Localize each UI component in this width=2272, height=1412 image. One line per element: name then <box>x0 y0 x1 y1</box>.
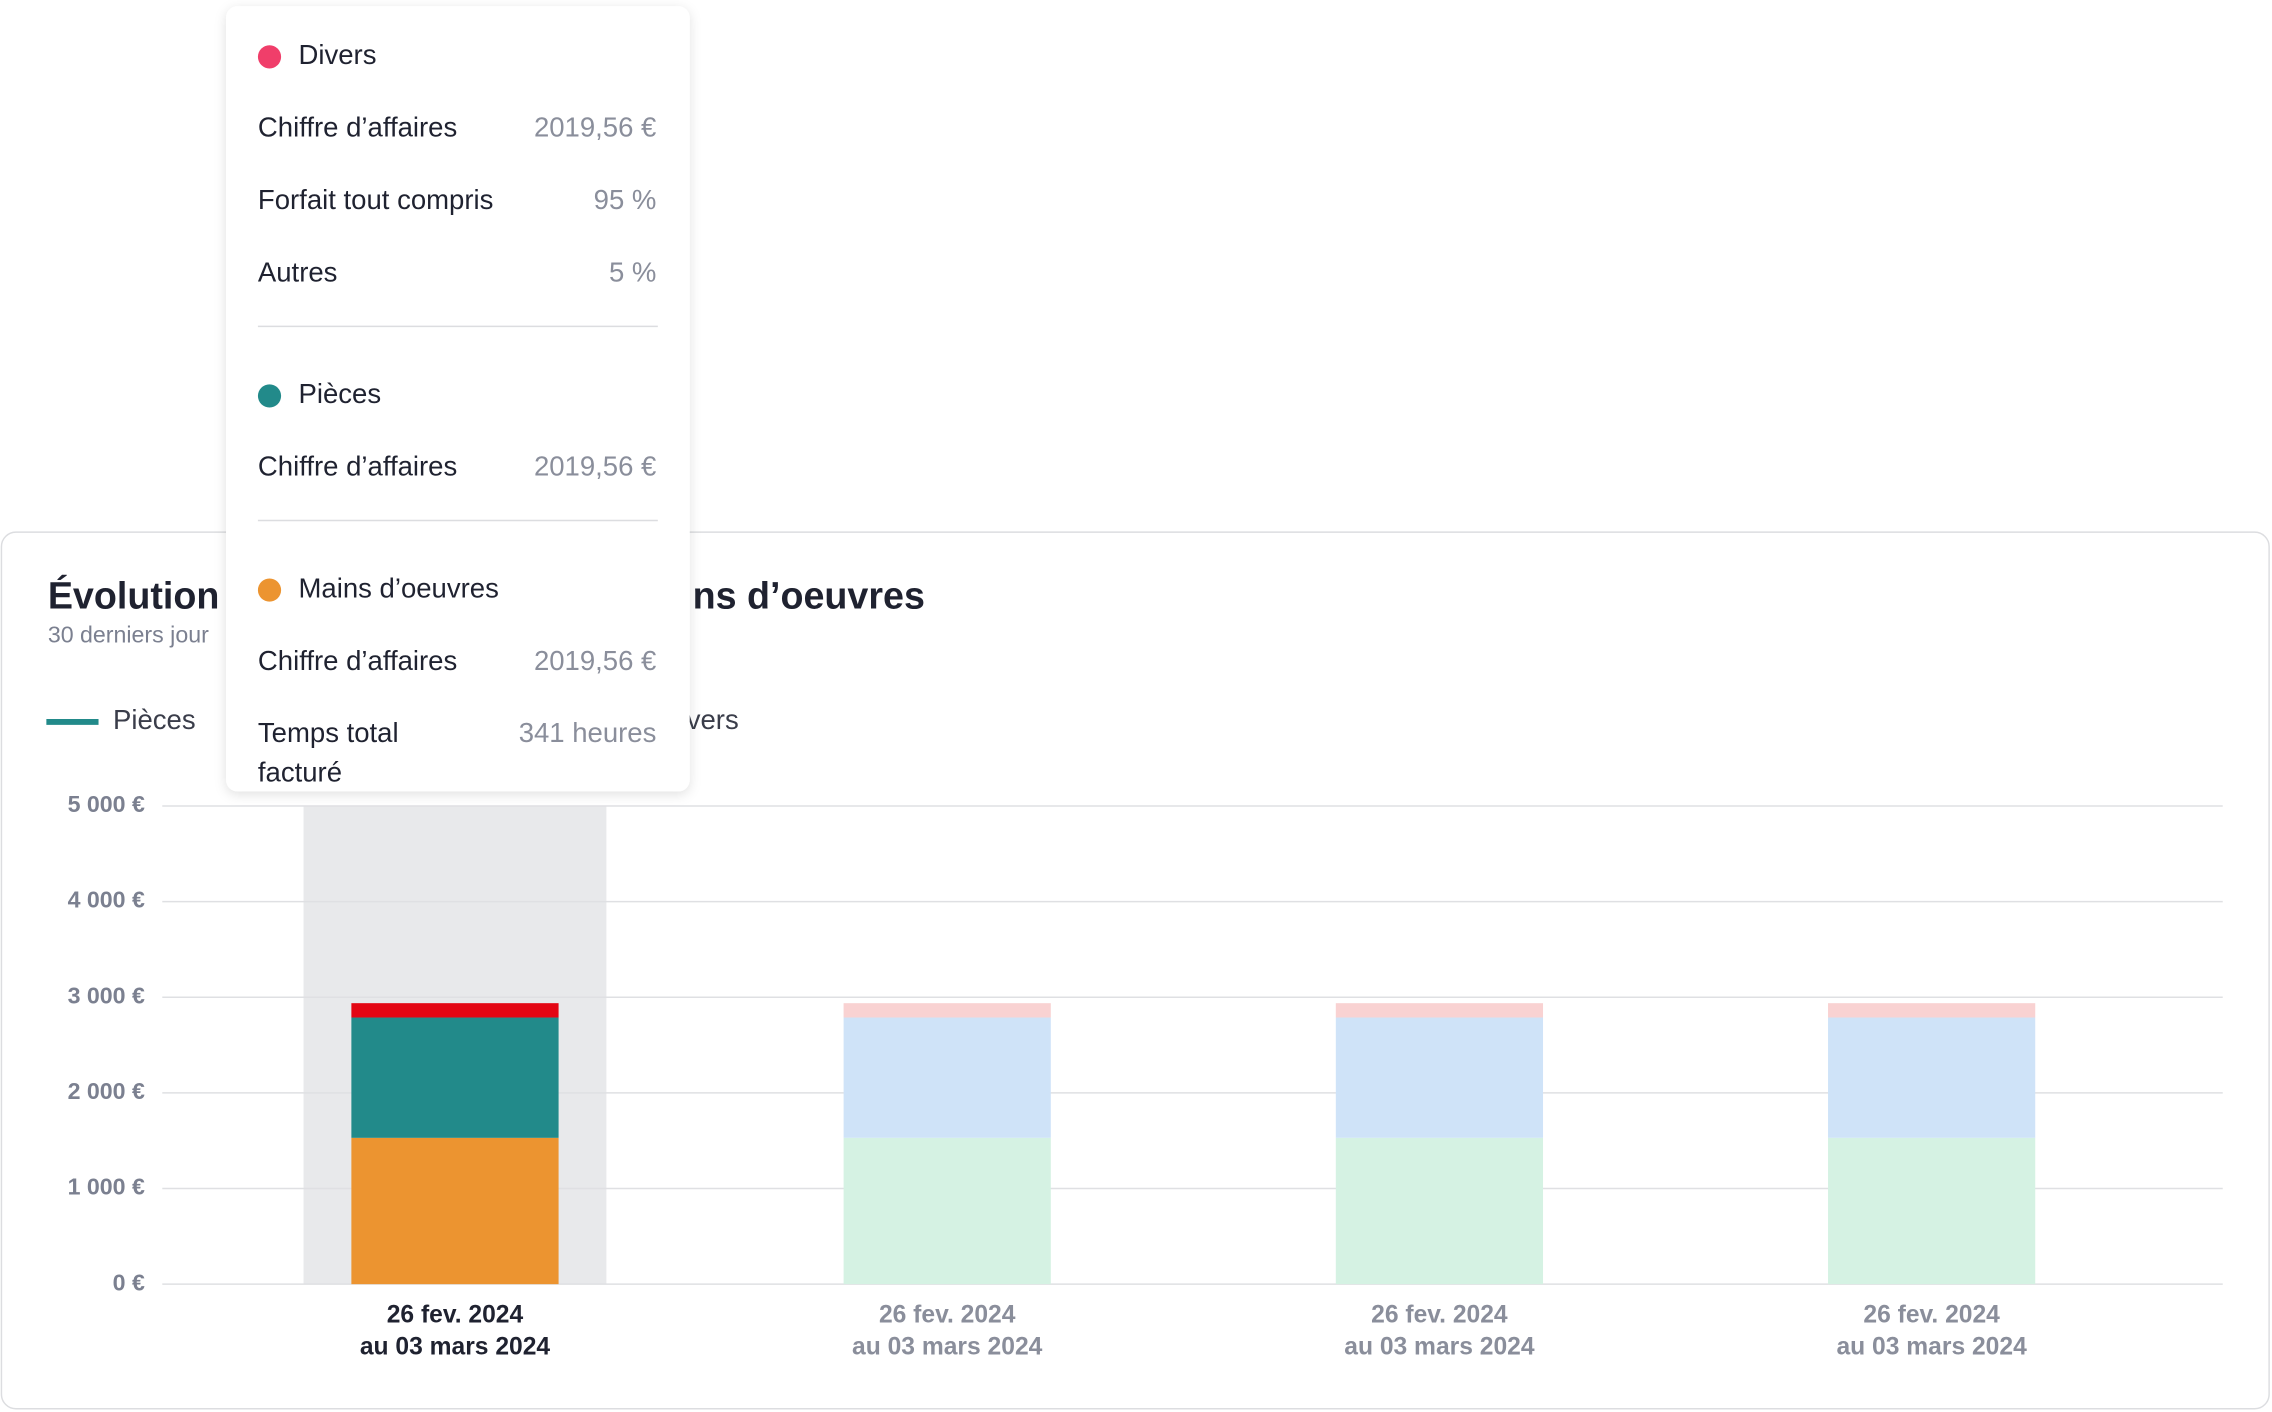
row-label: Temps total <box>258 717 399 748</box>
row-label: Forfait tout compris <box>258 184 493 215</box>
x-tick-label: 26 fev. 2024 <box>1863 1302 2000 1329</box>
row-label: Chiffre d’affaires <box>258 645 457 676</box>
row-value: 2019,56 € <box>534 645 656 676</box>
series-dot <box>257 45 282 69</box>
row-value: 5 % <box>609 256 656 287</box>
tooltip <box>226 6 690 792</box>
y-tick-label: 4 000 € <box>68 887 145 913</box>
x-tick-label: 26 fev. 2024 <box>1371 1302 1508 1329</box>
bar-segment <box>1335 1137 1544 1285</box>
x-tick-label: au 03 mars 2024 <box>852 1333 1043 1360</box>
row-label: Chiffre d’affaires <box>258 112 457 143</box>
x-tick-label: au 03 mars 2024 <box>1836 1333 2027 1360</box>
bar-segment <box>351 1017 559 1138</box>
bar-segment <box>351 1137 559 1285</box>
row-value: 95 % <box>594 184 657 215</box>
bar-segment <box>1828 1017 2036 1138</box>
section-title: Pièces <box>298 378 381 409</box>
series-dot <box>257 578 282 602</box>
x-tick-label: 26 fev. 2024 <box>387 1302 524 1329</box>
bar-segment <box>1828 1003 2036 1018</box>
series-dot <box>257 384 282 408</box>
y-tick-label: 3 000 € <box>68 982 145 1008</box>
chart-title: ns d’oeuvres <box>693 575 925 617</box>
x-tick-label: au 03 mars 2024 <box>1344 1333 1535 1360</box>
row-label: Chiffre d’affaires <box>258 451 457 482</box>
bar-segment <box>843 1003 1051 1018</box>
chart-title: Évolution <box>48 575 220 617</box>
section-title: Divers <box>298 39 376 70</box>
bar-segment <box>1828 1137 2036 1285</box>
legend-label: Pièces <box>113 704 196 735</box>
y-tick-label: 5 000 € <box>68 791 145 817</box>
row-label: facturé <box>258 756 342 787</box>
x-tick-label: au 03 mars 2024 <box>360 1333 551 1360</box>
y-tick-label: 1 000 € <box>68 1174 145 1200</box>
row-value: 2019,56 € <box>534 451 656 482</box>
x-tick-label: 26 fev. 2024 <box>879 1302 1016 1329</box>
bar-segment <box>1335 1017 1544 1138</box>
row-value: 341 heures <box>519 717 657 748</box>
bar-segment <box>351 1003 559 1018</box>
bar-segment <box>1335 1003 1544 1018</box>
bar-segment <box>843 1017 1051 1138</box>
row-value: 2019,56 € <box>534 112 656 143</box>
bar-segment <box>843 1137 1051 1285</box>
y-tick-label: 0 € <box>113 1269 145 1295</box>
chart-subtitle: 30 derniers jour <box>48 622 209 648</box>
row-label: Autres <box>258 256 338 287</box>
y-tick-label: 2 000 € <box>68 1078 145 1104</box>
section-title: Mains d’oeuvres <box>298 572 498 603</box>
